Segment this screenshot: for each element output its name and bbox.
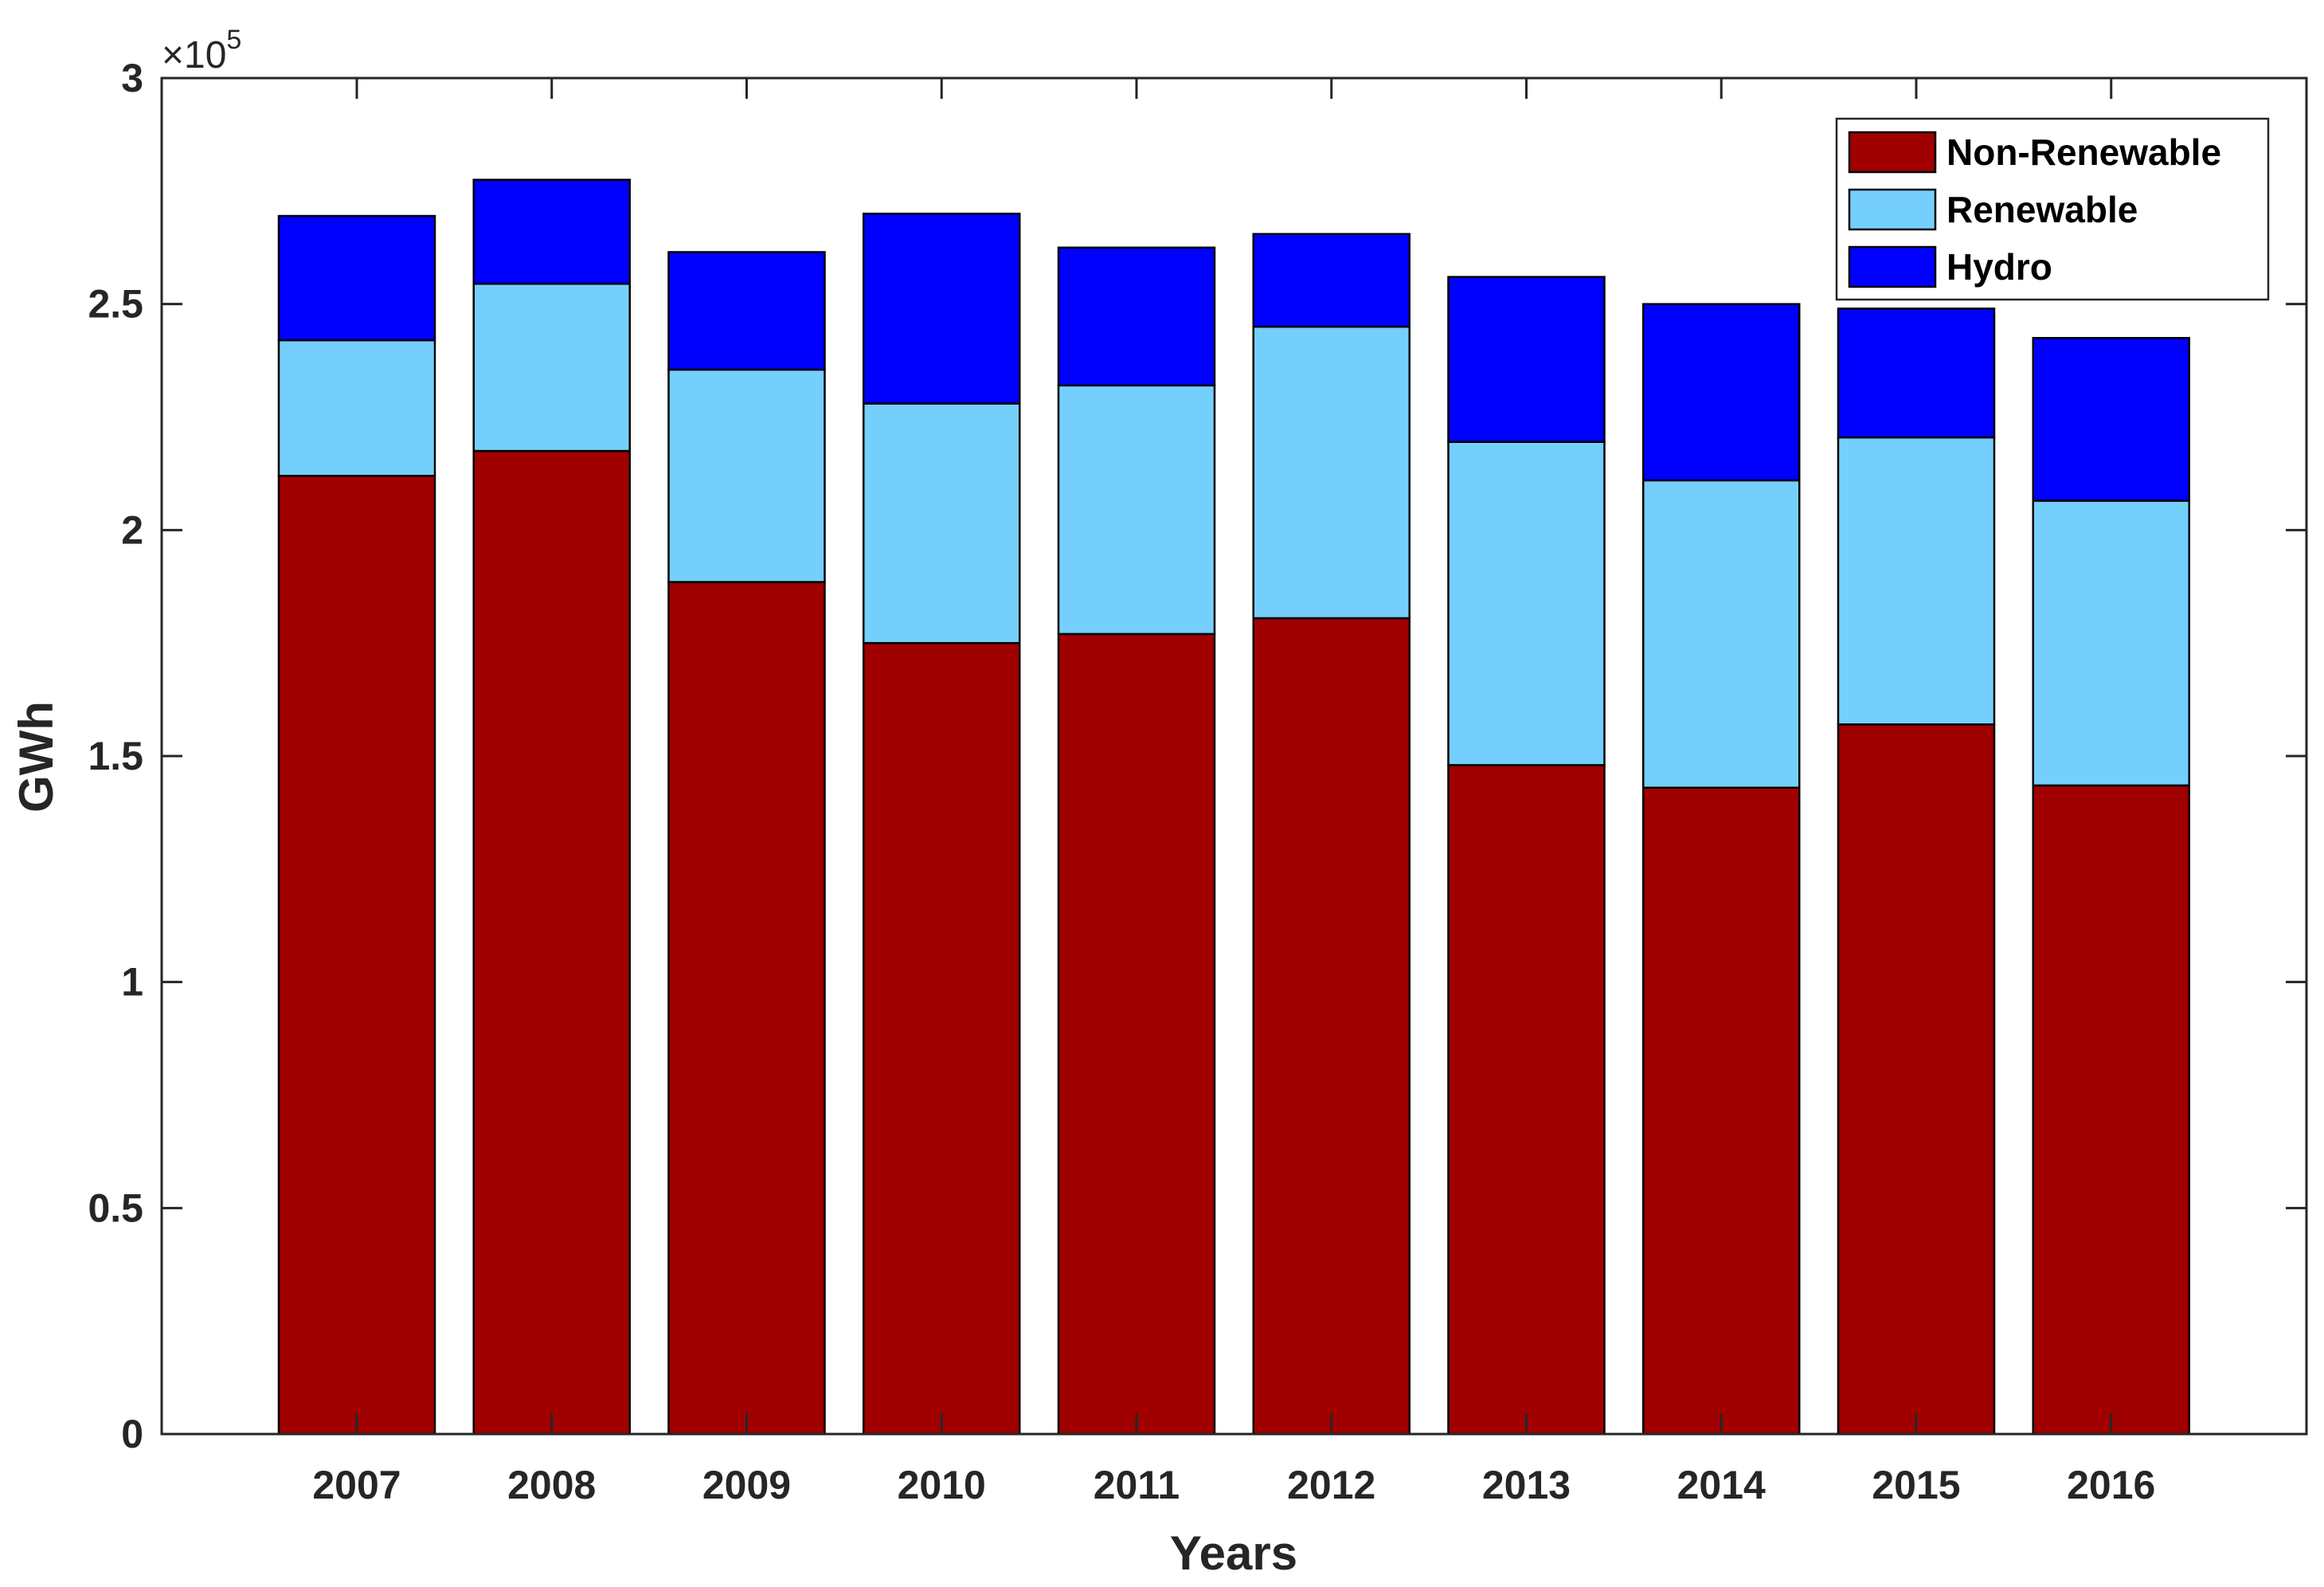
y-tick-label-4: 2 xyxy=(121,507,143,552)
y-scale-prefix: ×10 xyxy=(162,34,226,76)
bar-non-renewable-2014 xyxy=(1642,786,1801,1436)
bar-renewable-2011 xyxy=(1057,384,1216,636)
bar-non-renewable-2013 xyxy=(1447,764,1606,1436)
legend-swatch-renewable xyxy=(1848,188,1937,231)
x-tick-label-2010: 2010 xyxy=(898,1463,986,1507)
bar-hydro-2011 xyxy=(1057,246,1216,387)
x-tick-label-2009: 2009 xyxy=(702,1463,791,1507)
y-axis-title: GWh xyxy=(10,701,63,813)
y-tick-labels: 0 0.5 1 1.5 2 2.5 3 xyxy=(88,56,143,1456)
bar-hydro-2016 xyxy=(2032,336,2190,502)
bar-renewable-2010 xyxy=(863,402,1021,645)
bar-renewable-2014 xyxy=(1642,479,1801,789)
y-tick-label-1: 0.5 xyxy=(88,1185,143,1230)
bar-non-renewable-2015 xyxy=(1837,723,1996,1436)
x-axis-title: Years xyxy=(1170,1526,1297,1580)
bar-hydro-2009 xyxy=(667,251,826,371)
bar-non-renewable-2008 xyxy=(472,449,631,1436)
y-scale-exponent: 5 xyxy=(226,25,241,55)
y-tick-label-3: 1.5 xyxy=(88,734,143,778)
x-tick-label-2011: 2011 xyxy=(1094,1463,1180,1507)
legend-swatch-non-renewable xyxy=(1848,131,1937,174)
bar-renewable-2008 xyxy=(472,282,631,453)
legend-label-renewable: Renewable xyxy=(1946,189,2138,230)
bar-hydro-2013 xyxy=(1447,276,1606,443)
legend: Non-Renewable Renewable Hydro xyxy=(1835,117,2270,301)
legend-label-hydro: Hydro xyxy=(1946,246,2052,288)
bar-renewable-2013 xyxy=(1447,441,1606,766)
bar-non-renewable-2016 xyxy=(2032,784,2190,1436)
bar-hydro-2010 xyxy=(863,212,1021,405)
bar-hydro-2012 xyxy=(1252,233,1410,328)
y-tick-label-0: 0 xyxy=(121,1412,143,1456)
x-tick-label-2012: 2012 xyxy=(1287,1463,1375,1507)
x-tick-label-2007: 2007 xyxy=(312,1463,401,1507)
bars-group xyxy=(277,178,2190,1436)
x-tick-label-2013: 2013 xyxy=(1482,1463,1571,1507)
bar-renewable-2016 xyxy=(2032,500,2190,787)
bar-non-renewable-2007 xyxy=(277,475,436,1436)
x-tick-labels: 2007 2008 2009 2010 2011 2012 2013 2014 2015 2016 xyxy=(312,1463,2155,1507)
ticks-group xyxy=(162,76,2306,1436)
bar-non-renewable-2010 xyxy=(863,641,1021,1436)
legend-swatch-hydro xyxy=(1848,245,1937,288)
legend-label-non-renewable: Non-Renewable xyxy=(1946,131,2221,173)
bar-renewable-2009 xyxy=(667,368,826,583)
bar-hydro-2007 xyxy=(277,214,436,342)
y-tick-label-6: 3 xyxy=(121,56,143,100)
bar-non-renewable-2012 xyxy=(1252,617,1410,1436)
bar-non-renewable-2009 xyxy=(667,581,826,1436)
x-tick-label-2016: 2016 xyxy=(2067,1463,2155,1507)
y-tick-label-5: 2.5 xyxy=(88,282,143,327)
x-tick-label-2015: 2015 xyxy=(1872,1463,1960,1507)
bar-non-renewable-2011 xyxy=(1057,633,1216,1436)
bar-hydro-2014 xyxy=(1642,303,1801,482)
x-tick-label-2008: 2008 xyxy=(507,1463,596,1507)
bar-renewable-2015 xyxy=(1837,436,1996,726)
bar-renewable-2007 xyxy=(277,339,436,477)
y-tick-label-2: 1 xyxy=(121,960,143,1005)
x-tick-label-2014: 2014 xyxy=(1677,1463,1766,1507)
y-scale-exponent-label: ×105 xyxy=(162,25,241,76)
bar-hydro-2008 xyxy=(472,178,631,285)
bar-renewable-2012 xyxy=(1252,325,1410,620)
bar-hydro-2015 xyxy=(1837,308,1996,439)
